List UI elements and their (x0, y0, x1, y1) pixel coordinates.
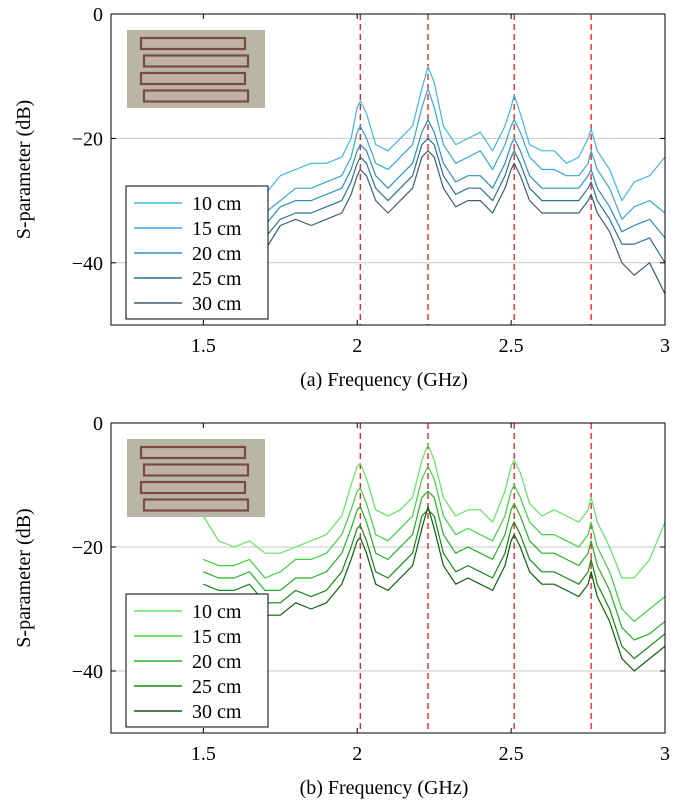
vlines-b (359, 423, 592, 733)
x-tick-label: 2.5 (499, 743, 524, 765)
legend-label: 15 cm (192, 626, 242, 648)
x-tick-label: 3 (660, 335, 670, 357)
series-group-a (264, 66, 665, 295)
resonator-slot (143, 486, 243, 489)
series-line-20-cm (264, 119, 665, 239)
y-axis-label-b: S-parameter (dB) (13, 508, 35, 647)
legend-label: 15 cm (192, 218, 242, 240)
x-tick-label: 1.5 (191, 335, 216, 357)
resonator-loop (139, 71, 247, 86)
resonator-loop (139, 480, 247, 495)
resonator-loop (142, 54, 250, 68)
y-axis-label-a: S-parameter (dB) (13, 100, 35, 239)
x-tick-label: 2 (352, 335, 362, 357)
resonator-loop (142, 463, 250, 477)
y-tick-label: 0 (93, 413, 103, 435)
legend-b: 10 cm 15 cm 20 cm 25 cm 30 cm (125, 593, 269, 728)
resonator-slot (146, 94, 246, 98)
series-line-30-cm (264, 150, 665, 295)
legend-label: 20 cm (192, 243, 242, 265)
legend-label: 10 cm (192, 193, 242, 215)
resonator-slot (146, 59, 246, 63)
resonator-slot (143, 451, 243, 454)
panel-b: 1.5 2 2.5 3 0 −20 −40 S-parameter (dB) (b) Fre… (13, 413, 670, 799)
legend-label: 25 cm (192, 676, 242, 698)
axes-a (110, 13, 666, 326)
series-line-25-cm (203, 509, 665, 660)
series-line-25-cm (264, 137, 665, 264)
resonator-loop (139, 445, 247, 460)
y-tick-label: −20 (72, 128, 103, 150)
x-tick-label: 2.5 (499, 335, 524, 357)
series-line-10-cm (264, 66, 665, 202)
legend-label: 30 cm (192, 701, 242, 723)
y-tick-label: 0 (93, 4, 103, 26)
caption-a: (a) Frequency (GHz) (300, 369, 468, 391)
resonator-slot (146, 468, 246, 472)
y-tick-label: −40 (72, 661, 103, 683)
resonator-slot (143, 77, 243, 80)
ticks-b: 1.5 2 2.5 3 0 −20 −40 (72, 413, 670, 765)
legend-label: 10 cm (192, 601, 242, 623)
legend-label: 30 cm (192, 293, 242, 315)
resonator-loop (142, 498, 250, 512)
caption-b: (b) Frequency (GHz) (300, 777, 469, 799)
series-line-20-cm (203, 490, 665, 641)
inset-photo-a (127, 30, 265, 108)
vlines-a (359, 14, 592, 325)
axes-b (110, 422, 666, 734)
inset-photo-b (127, 439, 265, 517)
resonator-slot (143, 42, 243, 45)
plot-frame (110, 422, 666, 734)
x-tick-label: 2 (352, 743, 362, 765)
x-tick-label: 3 (660, 743, 670, 765)
plot-frame (110, 13, 666, 326)
x-tick-label: 1.5 (191, 743, 216, 765)
legend-label: 20 cm (192, 651, 242, 673)
series-line-15-cm (264, 87, 665, 220)
resonator-loop (142, 89, 250, 103)
legend-a: 10 cm 15 cm 20 cm 25 cm 30 cm (125, 185, 269, 320)
series-line-15-cm (203, 465, 665, 623)
series-line-30-cm (203, 506, 665, 672)
y-tick-label: −20 (72, 537, 103, 559)
ticks-a: 1.5 2 2.5 3 0 −20 −40 (72, 4, 670, 357)
resonator-slot (146, 503, 246, 507)
series-group-b (202, 444, 665, 672)
resonator-loop (139, 36, 247, 51)
y-tick-label: −40 (72, 253, 103, 275)
series-line-10-cm (202, 444, 665, 579)
panel-a: 1.5 2 2.5 3 0 −20 −40 S-parameter (dB) (a) Fre… (13, 4, 670, 391)
legend-label: 25 cm (192, 268, 242, 290)
